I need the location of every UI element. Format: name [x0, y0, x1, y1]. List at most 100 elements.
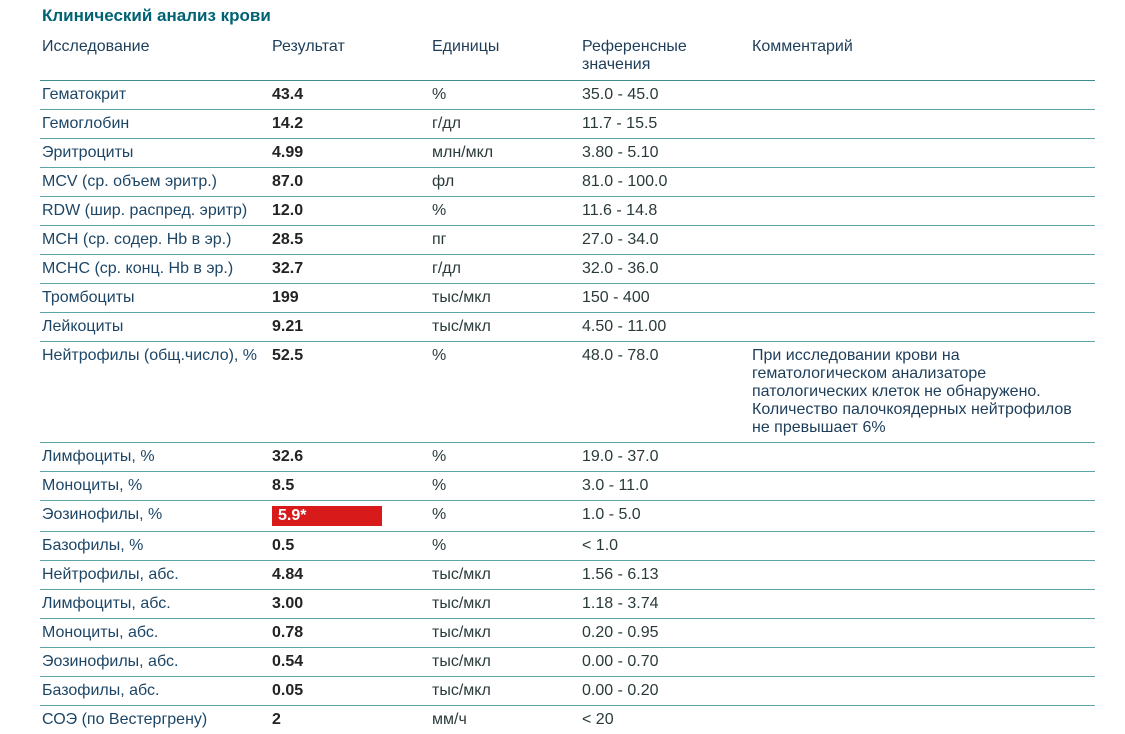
cell-study: Нейтрофилы, абс.	[40, 561, 270, 590]
cell-units: тыс/мкл	[430, 677, 580, 706]
cell-reference: 1.18 - 3.74	[580, 590, 750, 619]
cell-units: мм/ч	[430, 706, 580, 734]
cell-comment	[750, 677, 1095, 706]
cell-result: 2	[270, 706, 430, 734]
cell-reference: 150 - 400	[580, 284, 750, 313]
col-header-units: Единицы	[430, 34, 580, 81]
cell-units: тыс/мкл	[430, 284, 580, 313]
cell-reference: 3.0 - 11.0	[580, 472, 750, 501]
cell-units: %	[430, 443, 580, 472]
cell-units: фл	[430, 168, 580, 197]
cell-units: тыс/мкл	[430, 619, 580, 648]
cell-result: 8.5	[270, 472, 430, 501]
cell-result: 0.78	[270, 619, 430, 648]
cell-units: тыс/мкл	[430, 590, 580, 619]
table-row: Лимфоциты, абс.3.00тыс/мкл1.18 - 3.74	[40, 590, 1095, 619]
cell-study: RDW (шир. распред. эритр)	[40, 197, 270, 226]
cell-units: %	[430, 472, 580, 501]
table-row: Моноциты, %8.5%3.0 - 11.0	[40, 472, 1095, 501]
cell-study: Моноциты, абс.	[40, 619, 270, 648]
cell-study: Гемоглобин	[40, 110, 270, 139]
cell-result: 0.5	[270, 532, 430, 561]
col-header-study: Исследование	[40, 34, 270, 81]
cell-reference: 0.20 - 0.95	[580, 619, 750, 648]
cell-study: Тромбоциты	[40, 284, 270, 313]
report-title: Клинический анализ крови	[40, 4, 1095, 34]
cell-study: MCH (ср. содер. Hb в эр.)	[40, 226, 270, 255]
table-row: Лимфоциты, %32.6%19.0 - 37.0	[40, 443, 1095, 472]
cell-result: 32.6	[270, 443, 430, 472]
cell-study: Эозинофилы, абс.	[40, 648, 270, 677]
cell-units: тыс/мкл	[430, 648, 580, 677]
cell-reference: 32.0 - 36.0	[580, 255, 750, 284]
cell-study: MCHC (ср. конц. Hb в эр.)	[40, 255, 270, 284]
cell-reference: < 1.0	[580, 532, 750, 561]
cell-result: 5.9*	[270, 501, 430, 532]
table-row: Гематокрит43.4%35.0 - 45.0	[40, 81, 1095, 110]
cell-study: СОЭ (по Вестергрену)	[40, 706, 270, 734]
cell-units: %	[430, 81, 580, 110]
cell-result: 87.0	[270, 168, 430, 197]
cell-comment	[750, 472, 1095, 501]
cell-study: Базофилы, абс.	[40, 677, 270, 706]
cell-study: Нейтрофилы (общ.число), %	[40, 342, 270, 443]
cell-study: Лимфоциты, %	[40, 443, 270, 472]
table-row: Нейтрофилы (общ.число), %52.5%48.0 - 78.…	[40, 342, 1095, 443]
col-header-comment: Комментарий	[750, 34, 1095, 81]
cell-study: Лимфоциты, абс.	[40, 590, 270, 619]
cell-result: 4.84	[270, 561, 430, 590]
cell-units: тыс/мкл	[430, 561, 580, 590]
result-flagged: 5.9*	[272, 506, 382, 526]
cell-comment	[750, 443, 1095, 472]
table-row: Эозинофилы, абс.0.54тыс/мкл0.00 - 0.70	[40, 648, 1095, 677]
cell-reference: 27.0 - 34.0	[580, 226, 750, 255]
cell-result: 199	[270, 284, 430, 313]
cell-result: 0.05	[270, 677, 430, 706]
cell-comment	[750, 590, 1095, 619]
cell-result: 12.0	[270, 197, 430, 226]
table-row: MCH (ср. содер. Hb в эр.)28.5пг27.0 - 34…	[40, 226, 1095, 255]
cell-units: %	[430, 501, 580, 532]
cell-comment	[750, 139, 1095, 168]
cell-result: 0.54	[270, 648, 430, 677]
cell-reference: 3.80 - 5.10	[580, 139, 750, 168]
table-row: Базофилы, %0.5%< 1.0	[40, 532, 1095, 561]
cell-comment	[750, 561, 1095, 590]
results-table: Исследование Результат Единицы Референсн…	[40, 34, 1095, 734]
cell-reference: 81.0 - 100.0	[580, 168, 750, 197]
cell-study: Эозинофилы, %	[40, 501, 270, 532]
cell-units: %	[430, 197, 580, 226]
cell-comment	[750, 648, 1095, 677]
cell-units: тыс/мкл	[430, 313, 580, 342]
table-row: RDW (шир. распред. эритр)12.0%11.6 - 14.…	[40, 197, 1095, 226]
cell-comment	[750, 501, 1095, 532]
cell-comment	[750, 168, 1095, 197]
cell-reference: 48.0 - 78.0	[580, 342, 750, 443]
cell-reference: 19.0 - 37.0	[580, 443, 750, 472]
cell-result: 32.7	[270, 255, 430, 284]
table-row: Тромбоциты199тыс/мкл150 - 400	[40, 284, 1095, 313]
cell-result: 28.5	[270, 226, 430, 255]
cell-study: Базофилы, %	[40, 532, 270, 561]
cell-study: Лейкоциты	[40, 313, 270, 342]
cell-reference: < 20	[580, 706, 750, 734]
table-row: Гемоглобин14.2г/дл11.7 - 15.5	[40, 110, 1095, 139]
table-row: СОЭ (по Вестергрену)2мм/ч< 20	[40, 706, 1095, 734]
cell-study: Эритроциты	[40, 139, 270, 168]
table-row: Моноциты, абс.0.78тыс/мкл0.20 - 0.95	[40, 619, 1095, 648]
cell-units: млн/мкл	[430, 139, 580, 168]
cell-study: Моноциты, %	[40, 472, 270, 501]
cell-comment	[750, 255, 1095, 284]
cell-reference: 1.0 - 5.0	[580, 501, 750, 532]
cell-reference: 11.7 - 15.5	[580, 110, 750, 139]
table-header: Исследование Результат Единицы Референсн…	[40, 34, 1095, 81]
cell-result: 14.2	[270, 110, 430, 139]
cell-reference: 11.6 - 14.8	[580, 197, 750, 226]
cell-result: 4.99	[270, 139, 430, 168]
table-row: Эритроциты4.99млн/мкл3.80 - 5.10	[40, 139, 1095, 168]
cell-reference: 0.00 - 0.70	[580, 648, 750, 677]
table-body: Гематокрит43.4%35.0 - 45.0Гемоглобин14.2…	[40, 81, 1095, 734]
table-row: Нейтрофилы, абс.4.84тыс/мкл1.56 - 6.13	[40, 561, 1095, 590]
col-header-result: Результат	[270, 34, 430, 81]
cell-result: 9.21	[270, 313, 430, 342]
